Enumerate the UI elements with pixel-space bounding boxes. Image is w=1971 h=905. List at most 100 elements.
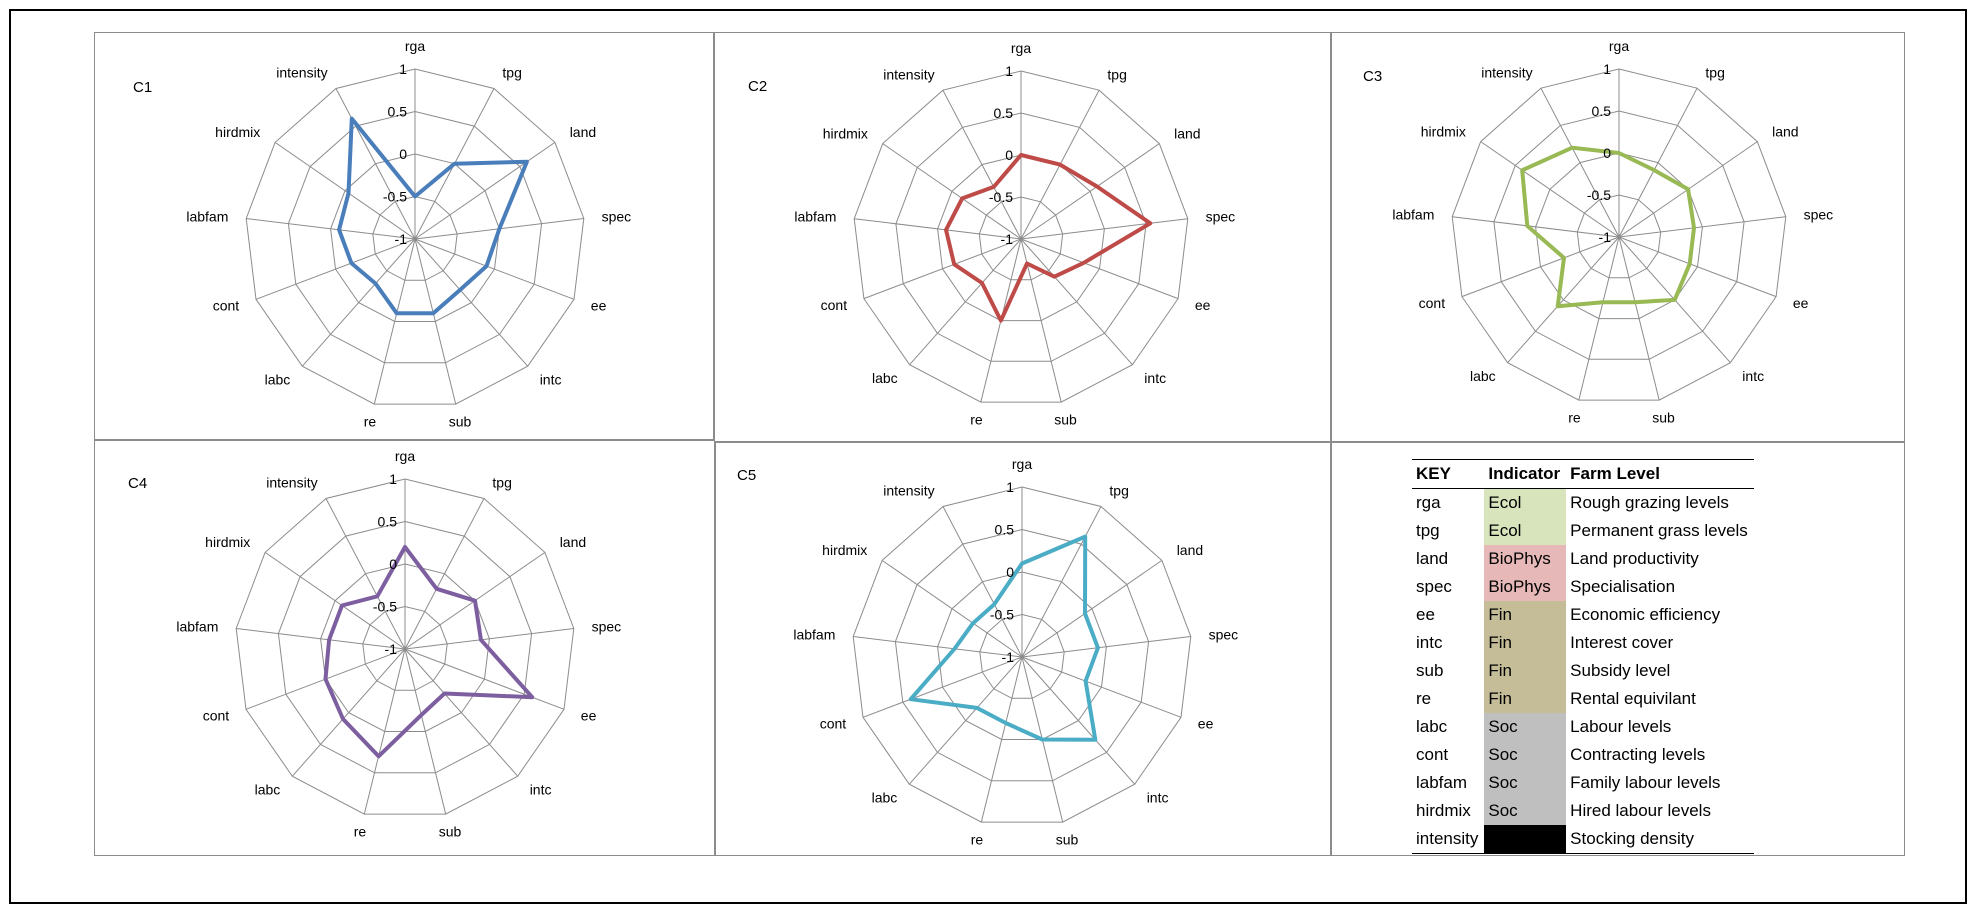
key-header-level: Farm Level (1570, 464, 1660, 483)
grid-spoke (1618, 87, 1698, 238)
grid-spoke (335, 88, 416, 240)
axis-label-rga: rga (1609, 38, 1629, 54)
axis-label-intensity: intensity (276, 65, 327, 81)
radial-tick-label: 1 (389, 471, 397, 487)
grid-spoke (1020, 238, 1179, 300)
grid-spoke (414, 238, 457, 405)
radial-tick-label: 1 (1006, 479, 1014, 495)
grid-spoke (414, 238, 529, 367)
axis-label-rga: rga (405, 38, 425, 54)
grid-spoke (1021, 559, 1163, 658)
axis-label-spec: spec (592, 618, 622, 634)
key-code: ee (1416, 605, 1435, 624)
radial-tick-label: 0.5 (995, 522, 1015, 538)
axis-label-labc: labc (265, 372, 291, 388)
grid-spoke (1540, 87, 1620, 238)
radial-tick-label: 1 (1005, 63, 1013, 79)
axis-label-tpg: tpg (492, 475, 511, 491)
chart-title: C1 (133, 79, 153, 96)
key-row-spec: spec BioPhys Specialisation (1412, 573, 1754, 601)
grid-spoke (236, 628, 406, 650)
key-code: intc (1416, 633, 1443, 652)
grid-ring (894, 528, 1150, 782)
key-row-intensity: intensity Stocking density (1412, 825, 1754, 854)
key-table: KEY Indicator Farm Level rga Ecol Rough gr… (1412, 459, 1754, 854)
axis-label-spec: spec (1209, 626, 1239, 642)
axis-label-labfam: labfam (176, 618, 218, 634)
axis-label-labfam: labfam (793, 626, 835, 642)
axis-label-tpg: tpg (1705, 64, 1724, 80)
grid-spoke (1461, 236, 1620, 298)
axis-label-intc: intc (540, 372, 562, 388)
axis-label-ee: ee (1195, 297, 1211, 313)
axis-label-land: land (1177, 542, 1203, 558)
key-code: land (1416, 549, 1449, 568)
grid-spoke (291, 648, 406, 777)
axis-label-labfam: labfam (186, 208, 228, 224)
radial-tick-label: 0.5 (1592, 103, 1612, 119)
grid-spoke (1021, 656, 1182, 718)
radial-tick-label: 1 (1603, 61, 1611, 77)
axis-label-re: re (971, 832, 984, 848)
grid-spoke (404, 648, 565, 710)
axis-label-labc: labc (1470, 368, 1496, 384)
grid-spoke (980, 656, 1023, 823)
radar-chart-c2: 1 0.5 0 -0.5 -1 rga tpg land spec ee intc sub re labc… (794, 40, 1236, 428)
radial-tick-label: 0 (1006, 564, 1014, 580)
axis-label-intc: intc (1144, 370, 1166, 386)
radial-tick-label: 0.5 (378, 514, 398, 530)
grid-spoke (942, 506, 1023, 658)
key-farm-level: Labour levels (1570, 717, 1672, 736)
key-code: labfam (1416, 773, 1468, 792)
axis-label-hirdmix: hirdmix (823, 125, 868, 141)
key-header-indicator: Indicator (1488, 464, 1561, 483)
radial-tick-label: -0.5 (1587, 187, 1611, 203)
axis-label-re: re (970, 412, 983, 428)
key-code: spec (1416, 577, 1452, 596)
grid-spoke (264, 551, 406, 650)
axis-label-land: land (570, 124, 596, 140)
series-line (908, 534, 1100, 742)
grid-ring (979, 613, 1065, 699)
axis-label-spec: spec (1206, 209, 1236, 225)
grid-spoke (1507, 236, 1620, 364)
grid-spoke (1618, 216, 1786, 238)
key-farm-level: Interest cover (1570, 633, 1674, 652)
key-indicator: Soc (1484, 797, 1567, 825)
radial-tick-label: -1 (385, 641, 398, 657)
axis-label-rga: rga (1011, 40, 1031, 56)
axis-label-sub: sub (1054, 412, 1077, 428)
axis-label-labc: labc (872, 790, 898, 806)
radar-chart-c4: 1 0.5 0 -0.5 -1 rga tpg land spec ee intc sub re labc… (176, 448, 622, 840)
grid-ring (853, 70, 1189, 403)
grid-ring (1576, 194, 1662, 279)
grid-spoke (414, 141, 556, 240)
axis-label-intensity: intensity (883, 66, 934, 82)
series-line (337, 116, 529, 316)
key-code: intensity (1412, 825, 1485, 854)
axis-label-hirdmix: hirdmix (205, 534, 250, 550)
grid-spoke (404, 648, 447, 815)
axis-label-re: re (364, 414, 377, 430)
radial-tick-label: -0.5 (990, 607, 1014, 623)
grid-spoke (274, 141, 416, 240)
axis-label-hirdmix: hirdmix (822, 542, 867, 558)
grid-spoke (863, 238, 1022, 300)
grid-spoke (862, 656, 1023, 718)
axis-label-ee: ee (1198, 716, 1214, 732)
grid-ring (1451, 68, 1787, 401)
key-indicator: Ecol (1484, 488, 1567, 517)
axis-label-intensity: intensity (883, 483, 934, 499)
figure-frame (9, 9, 1967, 904)
grid-spoke (1452, 216, 1620, 238)
chart-title: C2 (748, 78, 768, 95)
key-code: re (1416, 689, 1432, 708)
radar-chart-c1: 1 0.5 0 -0.5 -1 rga tpg land spec ee intc sub re labc… (186, 38, 632, 430)
axis-label-spec: spec (602, 208, 632, 224)
key-farm-level: Specialisation (1570, 577, 1676, 596)
axis-label-intc: intc (1742, 368, 1764, 384)
grid-spoke (854, 218, 1022, 240)
axis-label-sub: sub (449, 414, 472, 430)
key-header-key: KEY (1416, 464, 1451, 483)
key-row-labc: labc Soc Labour levels (1412, 713, 1754, 741)
